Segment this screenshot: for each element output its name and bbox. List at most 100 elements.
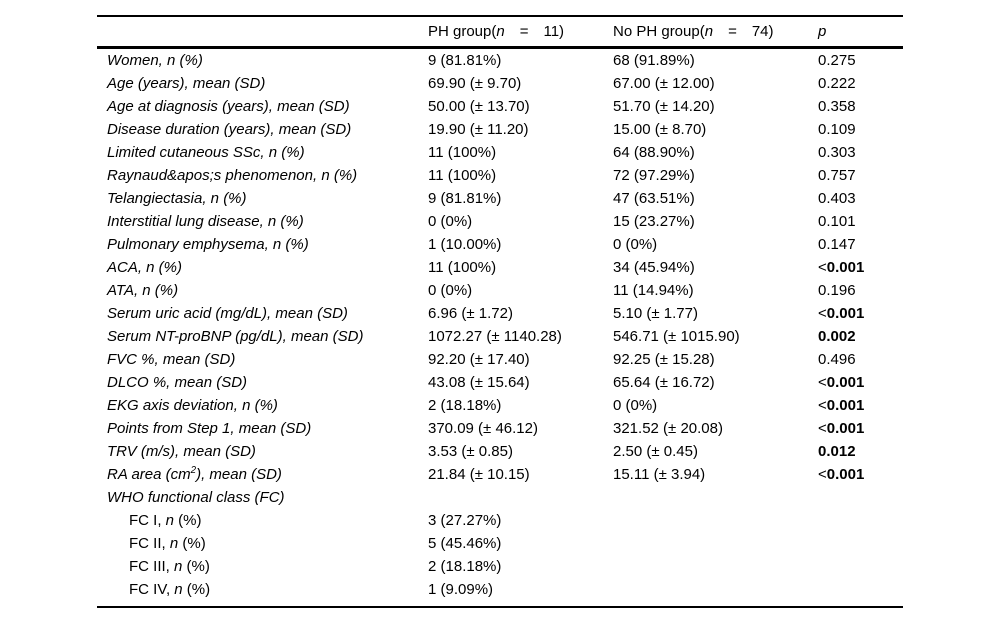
no-ph-group-value: 0 (0%) xyxy=(613,236,658,253)
p-value-number: 0.275 xyxy=(818,52,856,69)
p-value: 0.222 xyxy=(818,75,903,92)
no-ph-group-value: 34 (45.94%) xyxy=(613,259,695,276)
ph-group-value: 11 (100%) xyxy=(428,167,497,184)
p-value-number: 0.196 xyxy=(818,282,856,299)
less-than-sign: < xyxy=(818,259,827,276)
row-label-segment: n xyxy=(169,535,179,552)
p-value: 0.147 xyxy=(818,236,903,253)
row-label-segment: n xyxy=(174,558,183,575)
row-label-segment: TRV (m/s), mean (SD) xyxy=(107,443,256,460)
no-ph-group-value: 51.70 (± 14.20) xyxy=(613,98,715,115)
table-row: Pulmonary emphysema, n (%) 1 (10.00%) 0 (0… xyxy=(97,233,903,256)
row-label: Raynaud&apos;s phenomenon, n (%) xyxy=(97,167,428,184)
table-row: RA area (cm2), mean (SD) 21.84 (± 10.15) 1… xyxy=(97,463,903,486)
row-label: Age at diagnosis (years), mean (SD) xyxy=(97,98,428,115)
no-ph-group-value: 321.52 (± 20.08) xyxy=(613,420,723,437)
ph-group-value: 3.53 (± 0.85) xyxy=(428,443,513,460)
row-label: Telangiectasia, n (%) xyxy=(97,190,428,207)
row-label-segment: n xyxy=(165,512,175,529)
ph-group-value: 0 (0%) xyxy=(428,282,473,299)
ph-group-value: 5 (45.46%) xyxy=(428,535,502,552)
row-label: Serum NT-proBNP (pg/dL), mean (SD) xyxy=(97,328,428,345)
no-ph-group-value: 65.64 (± 16.72) xyxy=(613,374,715,391)
less-than-sign: < xyxy=(818,397,827,414)
row-label-segment: n xyxy=(174,581,183,598)
p-value: 0.002 xyxy=(818,328,903,345)
p-value: <0.001 xyxy=(818,259,903,276)
p-value: <0.001 xyxy=(818,305,903,322)
no-ph-group-value: 47 (63.51%) xyxy=(613,190,695,207)
ph-group-value: 19.90 (± 11.20) xyxy=(428,121,529,138)
table-row: Serum NT-proBNP (pg/dL), mean (SD) 1072.2… xyxy=(97,325,903,348)
table-row: FC III, n (%) 2 (18.18%) xyxy=(97,555,903,578)
p-value-number: 0.496 xyxy=(818,351,856,368)
no-ph-group-value: 72 (97.29%) xyxy=(613,167,695,184)
p-value: <0.001 xyxy=(818,466,903,483)
row-label: Women, n (%) xyxy=(97,52,428,69)
row-label-segment: ATA, n (%) xyxy=(107,282,179,299)
p-value: <0.001 xyxy=(818,374,903,391)
row-label: TRV (m/s), mean (SD) xyxy=(97,443,428,460)
row-label: DLCO %, mean (SD) xyxy=(97,374,428,391)
p-value-number: 0.222 xyxy=(818,75,856,92)
p-value: <0.001 xyxy=(818,420,903,437)
row-label-segment: Raynaud&apos;s phenomenon, n (%) xyxy=(107,167,358,184)
header-noph-equals: = xyxy=(728,23,737,40)
table-row: Telangiectasia, n (%) 9 (81.81%) 47 (63.51… xyxy=(97,187,903,210)
table-row: Age (years), mean (SD) 69.90 (± 9.70) 67.0… xyxy=(97,72,903,95)
table-row: FC II, n (%) 5 (45.46%) xyxy=(97,532,903,555)
ph-group-value: 43.08 (± 15.64) xyxy=(428,374,530,391)
p-value-number: 0.101 xyxy=(818,213,856,230)
header-p-value: p xyxy=(818,23,827,40)
ph-group-value: 1 (9.09%) xyxy=(428,581,494,598)
p-value-number: 0.403 xyxy=(818,190,856,207)
row-label-segment: ), mean (SD) xyxy=(196,466,282,483)
row-label-segment: (%) xyxy=(178,535,206,552)
less-than-sign: < xyxy=(818,420,827,437)
header-ph-equals: = xyxy=(519,23,529,40)
header-noph-pre: No PH group( xyxy=(613,23,705,40)
row-label: Disease duration (years), mean (SD) xyxy=(97,121,428,138)
row-label: FC I, n (%) xyxy=(97,512,428,529)
no-ph-group-value: 546.71 (± 1015.90) xyxy=(613,328,740,345)
less-than-sign: < xyxy=(818,305,827,322)
ph-group-value: 1072.27 (± 1140.28) xyxy=(428,328,562,345)
row-label-segment: Limited cutaneous SSc, n (%) xyxy=(107,144,305,161)
ph-group-value: 92.20 (± 17.40) xyxy=(428,351,530,368)
p-value-number: 0.001 xyxy=(826,305,865,322)
table-row: EKG axis deviation, n (%) 2 (18.18%) 0 (0%… xyxy=(97,394,903,417)
header-noph-count: 74) xyxy=(751,23,774,40)
row-label-superscript: 2 xyxy=(190,465,197,476)
p-value-number: 0.001 xyxy=(826,397,865,414)
row-label-segment: EKG axis deviation, n (%) xyxy=(107,397,278,414)
p-value: 0.012 xyxy=(818,443,903,460)
no-ph-group-value: 11 (14.94%) xyxy=(613,282,694,299)
p-value: 0.109 xyxy=(818,121,903,138)
row-label-segment: ACA, n (%) xyxy=(107,259,183,276)
p-value-number: 0.757 xyxy=(818,167,856,184)
ph-group-value: 21.84 (± 10.15) xyxy=(428,466,530,483)
no-ph-group-value: 64 (88.90%) xyxy=(613,144,695,161)
row-label-segment: WHO functional class (FC) xyxy=(107,489,285,506)
less-than-sign: < xyxy=(818,466,827,483)
row-label-segment: (%) xyxy=(174,512,202,529)
row-label-segment: Women, n (%) xyxy=(107,52,203,69)
row-label: Limited cutaneous SSc, n (%) xyxy=(97,144,428,161)
p-value-number: 0.001 xyxy=(826,259,865,276)
p-value: 0.757 xyxy=(818,167,903,184)
no-ph-group-value: 2.50 (± 0.45) xyxy=(613,443,698,460)
header-no-ph-group: No PH group(n = 74) xyxy=(613,23,818,40)
table-row: Points from Step 1, mean (SD) 370.09 (± 4… xyxy=(97,417,903,440)
table-row: Disease duration (years), mean (SD) 19.90… xyxy=(97,118,903,141)
p-value-number: 0.303 xyxy=(818,144,856,161)
ph-group-value: 2 (18.18%) xyxy=(428,397,502,414)
row-label-segment: Points from Step 1, mean (SD) xyxy=(107,420,312,437)
table-row: WHO functional class (FC) xyxy=(97,486,903,509)
row-label: FVC %, mean (SD) xyxy=(97,351,428,368)
p-value-number: 0.002 xyxy=(818,328,856,345)
ph-group-value: 3 (27.27%) xyxy=(428,512,502,529)
table-row: ATA, n (%) 0 (0%) 11 (14.94%) 0.196 xyxy=(97,279,903,302)
row-label: ATA, n (%) xyxy=(97,282,428,299)
no-ph-group-value: 0 (0%) xyxy=(613,397,658,414)
row-label-segment: FC I, xyxy=(129,512,166,529)
